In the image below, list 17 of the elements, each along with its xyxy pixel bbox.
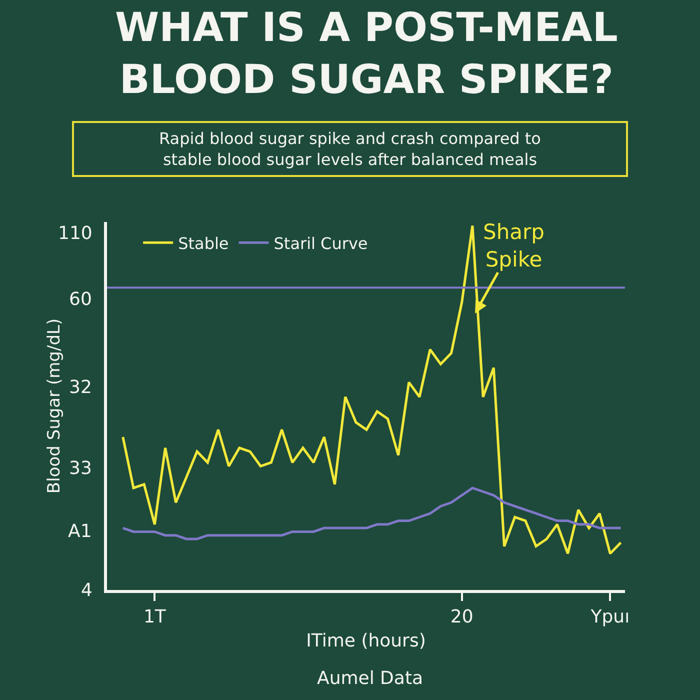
text: A1: [68, 521, 92, 542]
text: 110: [58, 223, 92, 244]
chart-subtitle: Rapid blood sugar spike and crash compared to stable blood sugar levels after balanced meals: [159, 129, 541, 169]
text: 32: [69, 377, 92, 398]
annotation: Sharp Spike: [483, 220, 544, 272]
text: 4: [81, 580, 92, 601]
y-axis-title: Blood Sugar (mg/dL): [44, 318, 65, 494]
legend-label: Stable: [178, 234, 229, 253]
x-tick-label: Ypuı: [590, 606, 630, 628]
text: 60: [69, 289, 92, 310]
x-axis-title: ITime (hours): [306, 630, 426, 652]
text: 33: [69, 458, 92, 479]
chart-title: WHAT IS A POST-MEAL BLOOD SUGAR SPIKE?: [115, 5, 618, 103]
x-tick-label: 1T: [143, 606, 167, 628]
text: Aumel Data: [317, 668, 424, 689]
x-tick-label: 20: [450, 606, 474, 628]
legend-label: Staril Curve: [274, 234, 368, 253]
